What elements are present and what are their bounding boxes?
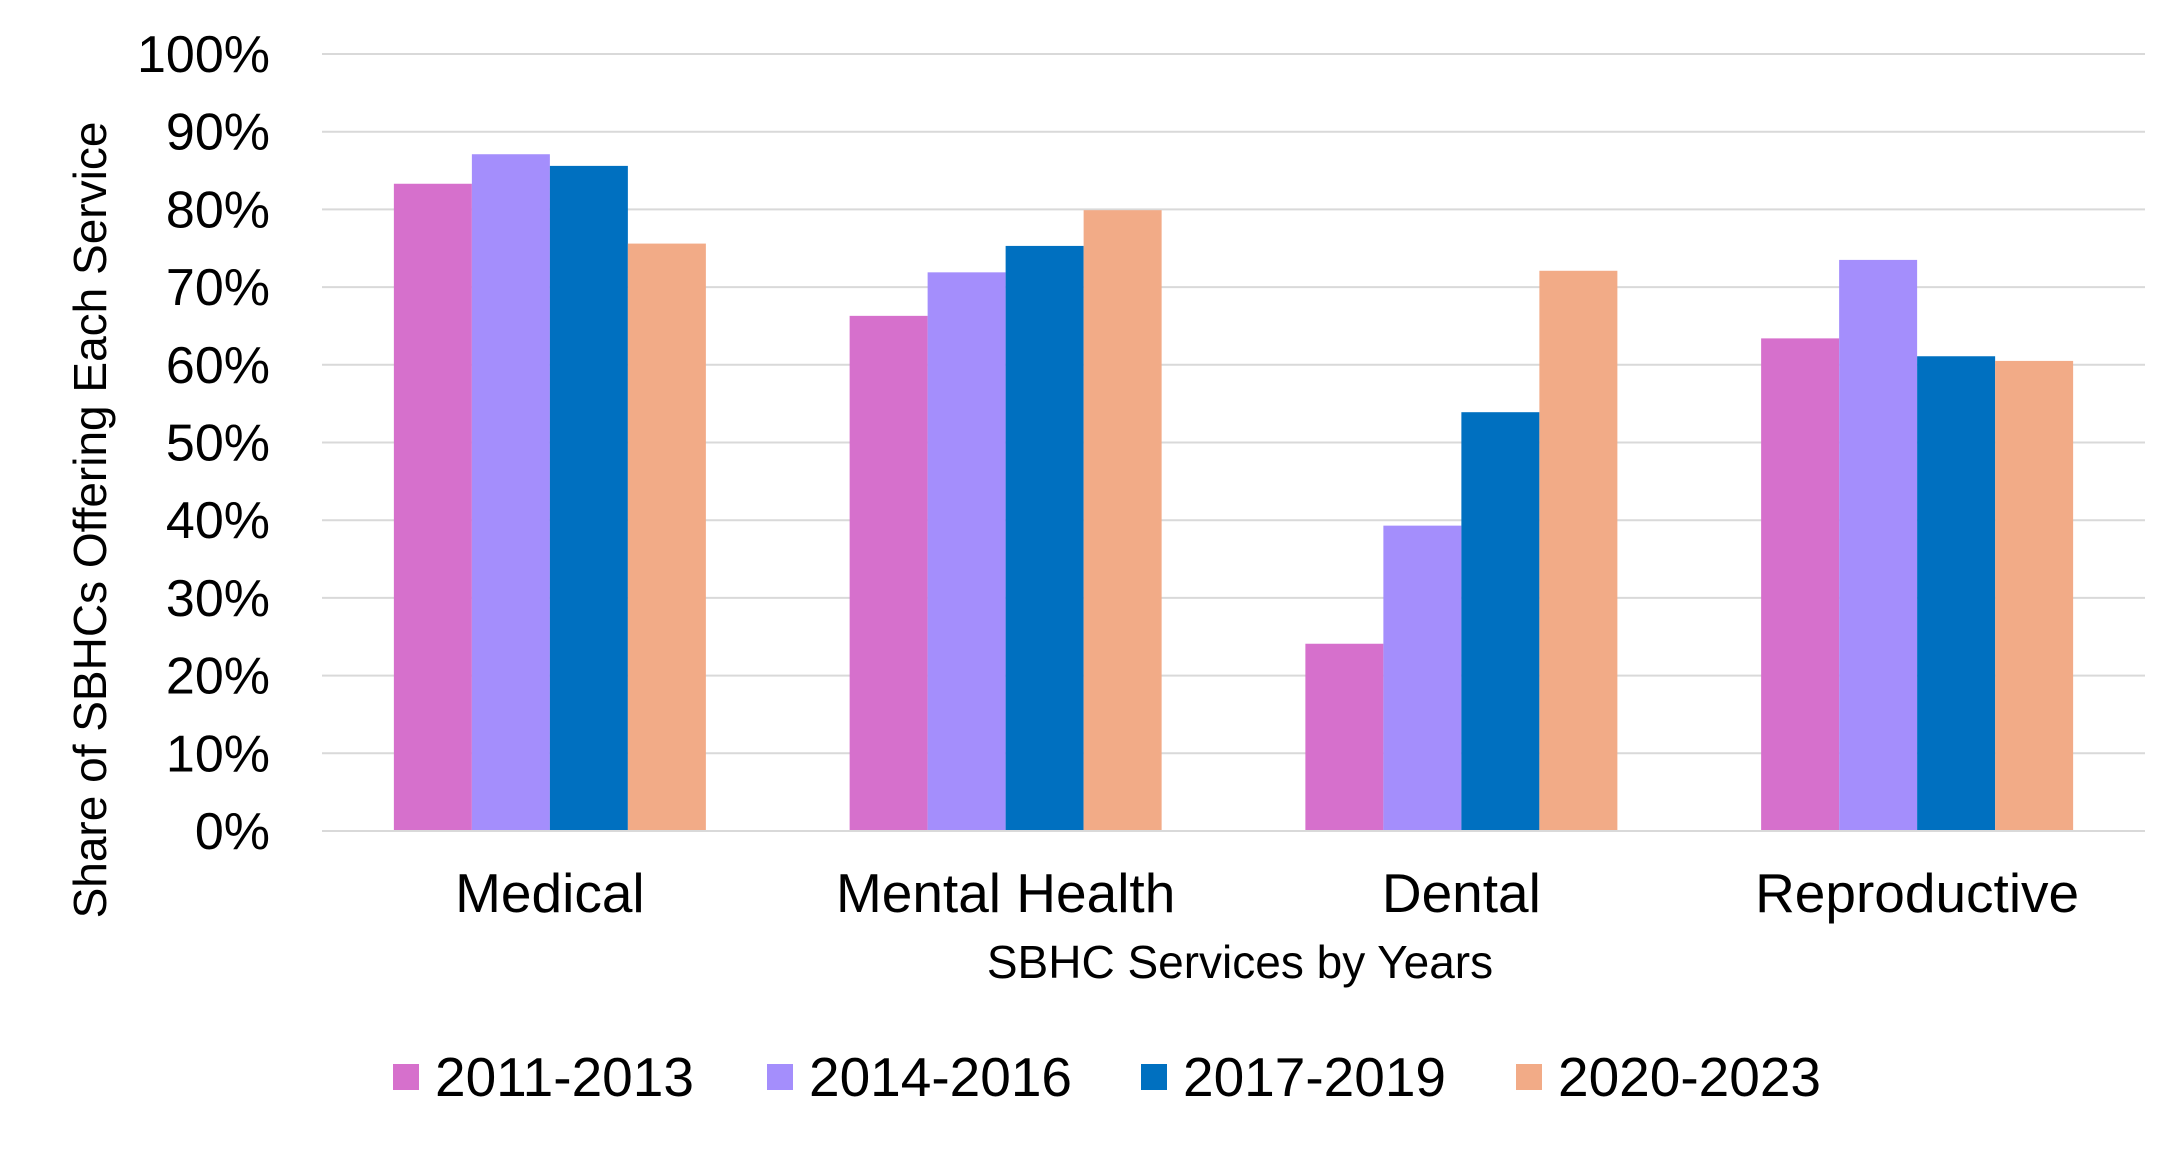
y-tick-label: 100% <box>137 26 270 84</box>
legend-swatch <box>767 1064 793 1090</box>
bar <box>471 154 550 831</box>
bar <box>1761 338 1840 831</box>
y-tick-label: 30% <box>166 570 270 628</box>
y-tick-label: 20% <box>166 648 270 706</box>
bar <box>1305 643 1384 831</box>
y-tick-label: 10% <box>166 725 270 783</box>
y-tick-label: 50% <box>166 415 270 473</box>
bar <box>1917 356 1996 831</box>
y-tick-label: 70% <box>166 259 270 317</box>
y-tick-labels: 0% 10% 20% 30% 40% 50% 60% 70% 80% 90% 100% <box>137 26 270 861</box>
x-category-labels: Medical Mental Health Dental Reproductive <box>455 862 2079 924</box>
legend-item: 2017-2019 <box>1141 1046 1446 1108</box>
bar <box>927 272 1006 831</box>
legend-label: 2011-2013 <box>435 1046 694 1108</box>
legend-swatch <box>1516 1064 1542 1090</box>
bar <box>1083 210 1162 831</box>
bar <box>549 165 628 831</box>
legend-item: 2011-2013 <box>393 1046 694 1108</box>
bar <box>849 315 928 831</box>
bar <box>1005 245 1084 831</box>
bar <box>1461 412 1540 831</box>
y-tick-label: 80% <box>166 181 270 239</box>
legend-item: 2020-2023 <box>1516 1046 1821 1108</box>
legend-item: 2014-2016 <box>767 1046 1072 1108</box>
y-tick-label: 90% <box>166 104 270 162</box>
bar <box>1995 360 2074 831</box>
bars <box>322 154 2145 832</box>
x-axis-title: SBHC Services by Years <box>987 936 1493 988</box>
bar <box>393 183 472 831</box>
bar <box>627 243 706 831</box>
legend-label: 2017-2019 <box>1183 1046 1446 1108</box>
y-tick-label: 60% <box>166 337 270 395</box>
x-category-label: Medical <box>455 862 645 924</box>
y-tick-label: 0% <box>195 803 270 861</box>
legend-swatch <box>1141 1064 1167 1090</box>
y-tick-label: 40% <box>166 492 270 550</box>
legend-label: 2020-2023 <box>1558 1046 1821 1108</box>
bar <box>1383 525 1462 831</box>
y-axis-title: Share of SBHCs Offering Each Service <box>64 122 116 919</box>
x-category-label: Dental <box>1382 862 1541 924</box>
legend-swatch <box>393 1064 419 1090</box>
bar <box>1839 259 1918 831</box>
legend-label: 2014-2016 <box>809 1046 1072 1108</box>
x-category-label: Mental Health <box>836 862 1175 924</box>
x-category-label: Reproductive <box>1755 862 2079 924</box>
bar <box>1539 270 1618 832</box>
legend: 2011-2013 2014-2016 2017-2019 2020-2023 <box>393 1046 1821 1108</box>
